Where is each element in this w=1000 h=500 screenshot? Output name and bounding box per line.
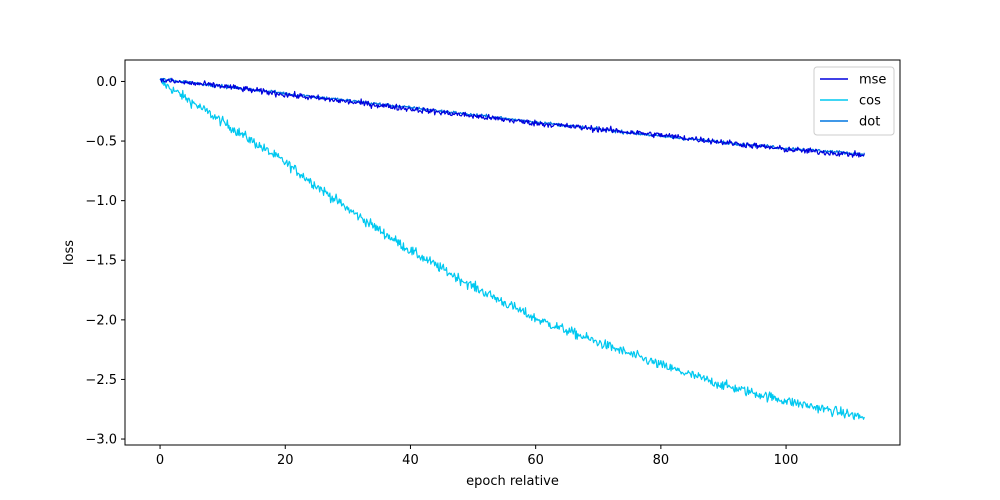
y-axis: 0.0 −0.5 −1.0 −1.5 −2.0 −2.5 −3.0 bbox=[85, 75, 125, 448]
y-tick-label: −0.5 bbox=[85, 135, 117, 150]
x-tick-label: 100 bbox=[774, 453, 799, 468]
y-tick-label: −2.0 bbox=[85, 313, 117, 328]
legend-label-cos: cos bbox=[859, 94, 881, 109]
y-tick-label: −1.5 bbox=[85, 254, 117, 269]
series-line-mse bbox=[159, 77, 865, 158]
legend: mse cos dot bbox=[813, 66, 895, 136]
series-line-cos bbox=[159, 78, 865, 421]
y-tick-label: −2.5 bbox=[85, 373, 117, 388]
legend-label-dot: dot bbox=[859, 115, 880, 130]
x-tick-label: 80 bbox=[653, 453, 670, 468]
x-tick-label: 20 bbox=[277, 453, 294, 468]
legend-box bbox=[813, 66, 895, 136]
x-axis: 0 20 40 60 80 100 bbox=[156, 445, 799, 468]
y-tick-label: −3.0 bbox=[85, 433, 117, 448]
y-tick-label: −1.0 bbox=[85, 194, 117, 209]
legend-label-mse: mse bbox=[859, 73, 886, 88]
x-tick-label: 40 bbox=[402, 453, 419, 468]
x-axis-label: epoch relative bbox=[466, 474, 559, 489]
plot-area-frame bbox=[124, 59, 901, 446]
y-axis-label: loss bbox=[62, 240, 77, 265]
y-tick-label: 0.0 bbox=[96, 75, 117, 90]
x-tick-label: 60 bbox=[527, 453, 544, 468]
x-tick-label: 0 bbox=[156, 453, 164, 468]
series-layer bbox=[159, 77, 865, 421]
